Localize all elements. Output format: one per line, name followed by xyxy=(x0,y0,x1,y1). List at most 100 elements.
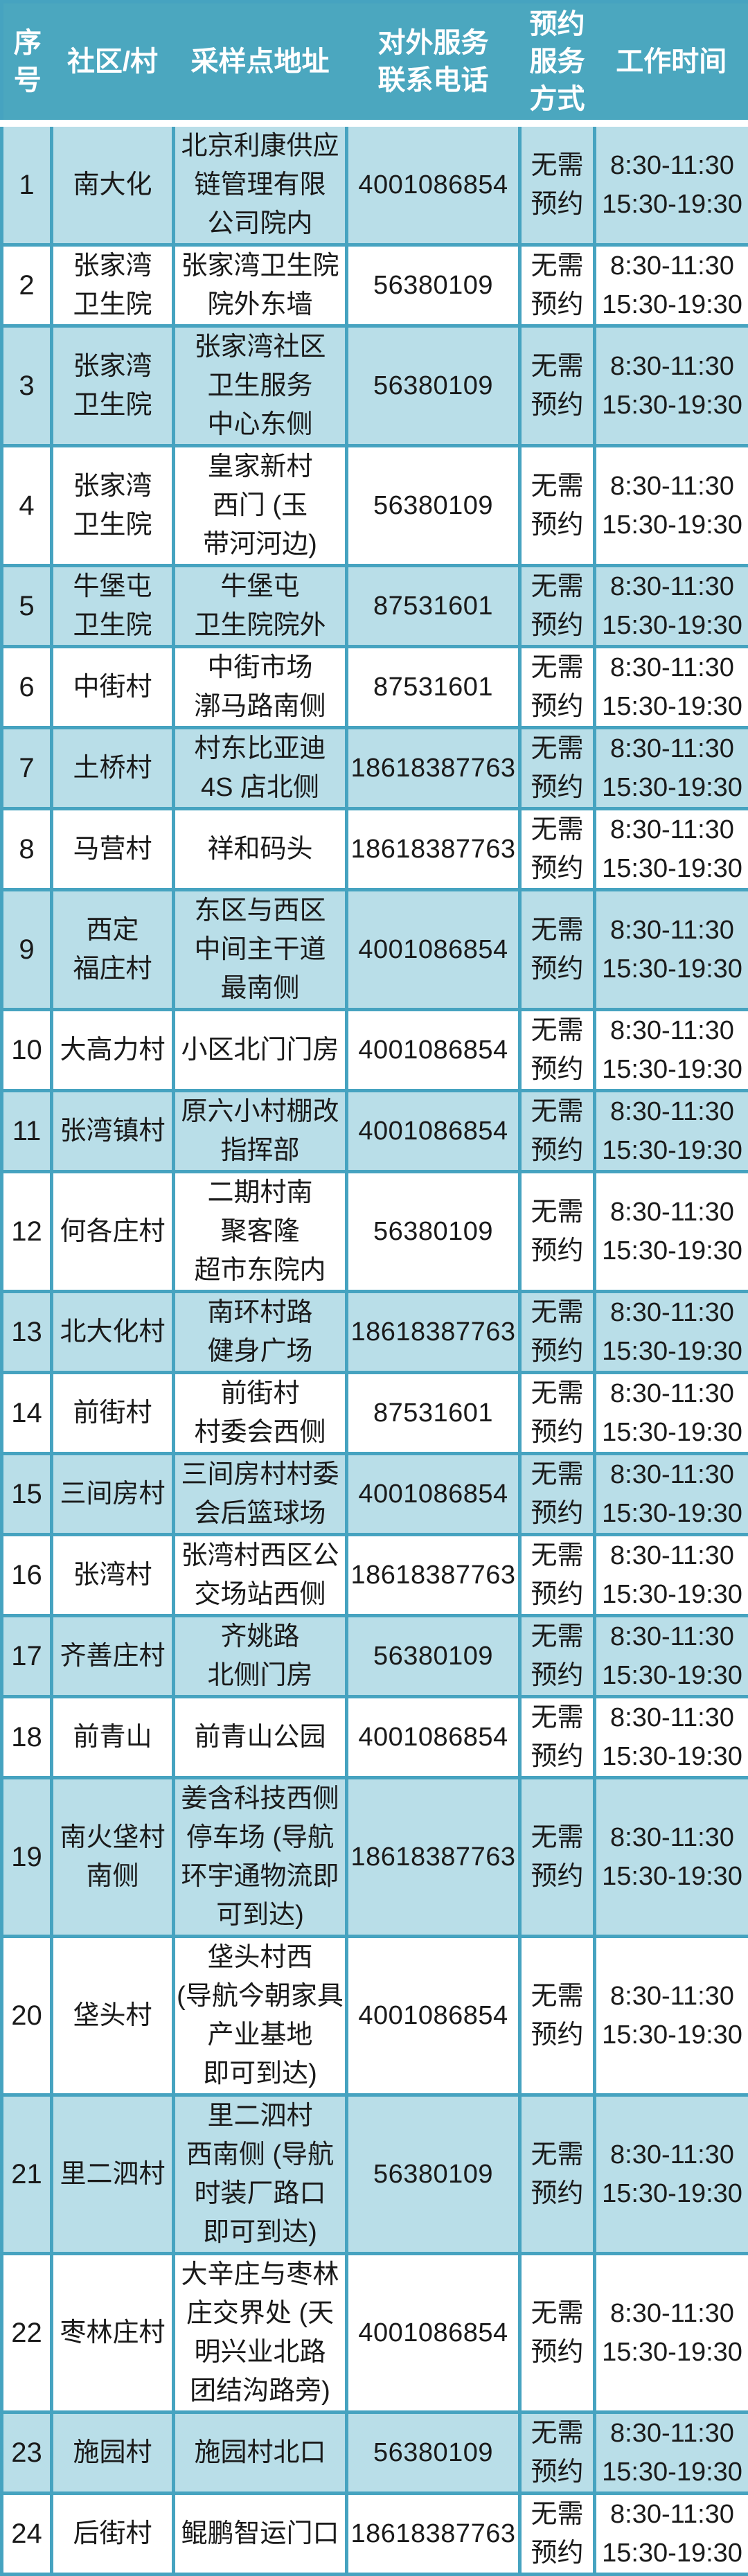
hours-cell: 8:30-11:30 15:30-19:30 xyxy=(595,1292,748,1373)
booking-cell: 无需 预约 xyxy=(520,1172,595,1292)
address-cell: 大辛庄与枣林 庄交界处 (天 明兴业北路 团结沟路旁) xyxy=(174,2254,347,2413)
address-cell: 垡头村西 (导航今朝家具 产业基地 即可到达) xyxy=(174,1937,347,2095)
col-header-phone: 对外服务 联系电话 xyxy=(347,2,520,124)
village-cell: 张湾镇村 xyxy=(52,1091,174,1172)
booking-cell: 无需 预约 xyxy=(520,1091,595,1172)
phone-cell: 56380109 xyxy=(347,446,520,566)
seq-cell: 8 xyxy=(2,809,52,890)
hours-cell: 8:30-11:30 15:30-19:30 xyxy=(595,1697,748,1778)
hours-cell: 8:30-11:30 15:30-19:30 xyxy=(595,2494,748,2575)
address-cell: 皇家新村 西门 (玉 带河河边) xyxy=(174,446,347,566)
address-cell: 小区北门门房 xyxy=(174,1010,347,1091)
phone-cell: 4001086854 xyxy=(347,890,520,1010)
village-cell: 南大化 xyxy=(52,123,174,245)
address-cell: 鲲鹏智运门口 xyxy=(174,2494,347,2575)
address-cell: 原六小村棚改 指挥部 xyxy=(174,1091,347,1172)
village-cell: 北大化村 xyxy=(52,1292,174,1373)
booking-cell: 无需 预约 xyxy=(520,1010,595,1091)
seq-cell: 19 xyxy=(2,1778,52,1937)
address-cell: 村东比亚迪 4S 店北侧 xyxy=(174,728,347,809)
village-cell: 齐善庄村 xyxy=(52,1616,174,1697)
address-cell: 南环村路 健身广场 xyxy=(174,1292,347,1373)
village-cell: 张家湾 卫生院 xyxy=(52,245,174,326)
village-cell: 前青山 xyxy=(52,1697,174,1778)
village-cell: 大高力村 xyxy=(52,1010,174,1091)
phone-cell: 4001086854 xyxy=(347,1697,520,1778)
hours-cell: 8:30-11:30 15:30-19:30 xyxy=(595,326,748,446)
hours-cell: 8:30-11:30 15:30-19:30 xyxy=(595,1535,748,1616)
address-cell: 前青山公园 xyxy=(174,1697,347,1778)
booking-cell: 无需 预约 xyxy=(520,1937,595,2095)
village-cell: 施园村 xyxy=(52,2413,174,2494)
seq-cell: 7 xyxy=(2,728,52,809)
booking-cell: 无需 预约 xyxy=(520,890,595,1010)
phone-cell: 4001086854 xyxy=(347,1010,520,1091)
address-cell: 里二泗村 西南侧 (导航 时装厂路口 即可到达) xyxy=(174,2095,347,2254)
village-cell: 三间房村 xyxy=(52,1454,174,1535)
address-cell: 姜含科技西侧 停车场 (导航 环宇通物流即 可到达) xyxy=(174,1778,347,1937)
col-header-village: 社区/村 xyxy=(52,2,174,124)
address-cell: 齐姚路 北侧门房 xyxy=(174,1616,347,1697)
village-cell: 何各庄村 xyxy=(52,1172,174,1292)
phone-cell: 18618387763 xyxy=(347,1535,520,1616)
hours-cell: 8:30-11:30 15:30-19:30 xyxy=(595,809,748,890)
phone-cell: 56380109 xyxy=(347,1172,520,1292)
booking-cell: 无需 预约 xyxy=(520,326,595,446)
phone-cell: 56380109 xyxy=(347,2413,520,2494)
phone-cell: 4001086854 xyxy=(347,2254,520,2413)
hours-cell: 8:30-11:30 15:30-19:30 xyxy=(595,123,748,245)
hours-cell: 8:30-11:30 15:30-19:30 xyxy=(595,647,748,728)
booking-cell: 无需 预约 xyxy=(520,245,595,326)
village-cell: 前街村 xyxy=(52,1373,174,1454)
seq-cell: 13 xyxy=(2,1292,52,1373)
seq-cell: 23 xyxy=(2,2413,52,2494)
village-cell: 西定 福庄村 xyxy=(52,890,174,1010)
phone-cell: 4001086854 xyxy=(347,1091,520,1172)
village-cell: 土桥村 xyxy=(52,728,174,809)
phone-cell: 56380109 xyxy=(347,1616,520,1697)
seq-cell: 24 xyxy=(2,2494,52,2575)
hours-cell: 8:30-11:30 15:30-19:30 xyxy=(595,1091,748,1172)
seq-cell: 2 xyxy=(2,245,52,326)
phone-cell: 87531601 xyxy=(347,647,520,728)
booking-cell: 无需 预约 xyxy=(520,1697,595,1778)
seq-cell: 15 xyxy=(2,1454,52,1535)
seq-cell: 22 xyxy=(2,2254,52,2413)
seq-cell: 3 xyxy=(2,326,52,446)
phone-cell: 56380109 xyxy=(347,245,520,326)
village-cell: 牛堡屯 卫生院 xyxy=(52,566,174,647)
village-cell: 张家湾 卫生院 xyxy=(52,446,174,566)
phone-cell: 18618387763 xyxy=(347,1778,520,1937)
phone-cell: 4001086854 xyxy=(347,123,520,245)
address-cell: 祥和码头 xyxy=(174,809,347,890)
col-header-hours: 工作时间 xyxy=(595,2,748,124)
seq-cell: 4 xyxy=(2,446,52,566)
booking-cell: 无需 预约 xyxy=(520,1292,595,1373)
seq-cell: 10 xyxy=(2,1010,52,1091)
seq-cell: 12 xyxy=(2,1172,52,1292)
phone-cell: 4001086854 xyxy=(347,1937,520,2095)
hours-cell: 8:30-11:30 15:30-19:30 xyxy=(595,890,748,1010)
hours-cell: 8:30-11:30 15:30-19:30 xyxy=(595,446,748,566)
booking-cell: 无需 预约 xyxy=(520,2413,595,2494)
seq-cell: 11 xyxy=(2,1091,52,1172)
